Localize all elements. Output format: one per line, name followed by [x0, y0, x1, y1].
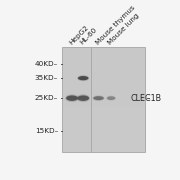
Bar [62, 50, 145, 54]
Text: 15KD–: 15KD– [35, 128, 58, 134]
Bar [62, 141, 145, 145]
Bar [62, 148, 145, 152]
Bar [62, 54, 145, 57]
Text: Mouse lung: Mouse lung [107, 12, 140, 46]
Text: CLEC1B: CLEC1B [130, 94, 161, 103]
Bar [62, 110, 145, 113]
Bar [62, 61, 145, 64]
Ellipse shape [66, 95, 78, 101]
Text: 25KD–: 25KD– [35, 95, 58, 101]
Bar [62, 124, 145, 127]
Bar [62, 82, 145, 85]
Bar [62, 47, 145, 152]
Bar [62, 127, 145, 131]
Bar [62, 89, 145, 92]
Bar [62, 99, 145, 103]
Bar [62, 117, 145, 120]
Text: 40KD–: 40KD– [35, 61, 58, 67]
Ellipse shape [93, 95, 105, 101]
Text: Mouse thymus: Mouse thymus [94, 4, 136, 46]
Ellipse shape [78, 76, 88, 80]
Bar [62, 131, 145, 134]
Ellipse shape [106, 96, 116, 101]
Ellipse shape [93, 96, 104, 100]
Bar [62, 64, 145, 68]
Bar [62, 138, 145, 141]
Ellipse shape [76, 94, 90, 102]
Bar [62, 120, 145, 124]
Bar [62, 145, 145, 148]
Bar [62, 85, 145, 89]
Ellipse shape [65, 94, 79, 102]
Bar [62, 57, 145, 61]
Bar [62, 92, 145, 96]
Bar [62, 68, 145, 71]
Ellipse shape [77, 75, 89, 81]
Bar [62, 71, 145, 75]
Text: HepG2: HepG2 [68, 24, 90, 46]
Bar [62, 96, 145, 99]
Bar [62, 134, 145, 138]
Bar [62, 106, 145, 110]
Text: 35KD–: 35KD– [35, 75, 58, 81]
Bar [62, 113, 145, 117]
Bar [62, 78, 145, 82]
Text: HL-60: HL-60 [79, 27, 98, 46]
Bar [62, 75, 145, 78]
Ellipse shape [107, 96, 115, 100]
Bar [62, 47, 145, 50]
Ellipse shape [77, 95, 89, 101]
Bar [62, 103, 145, 106]
